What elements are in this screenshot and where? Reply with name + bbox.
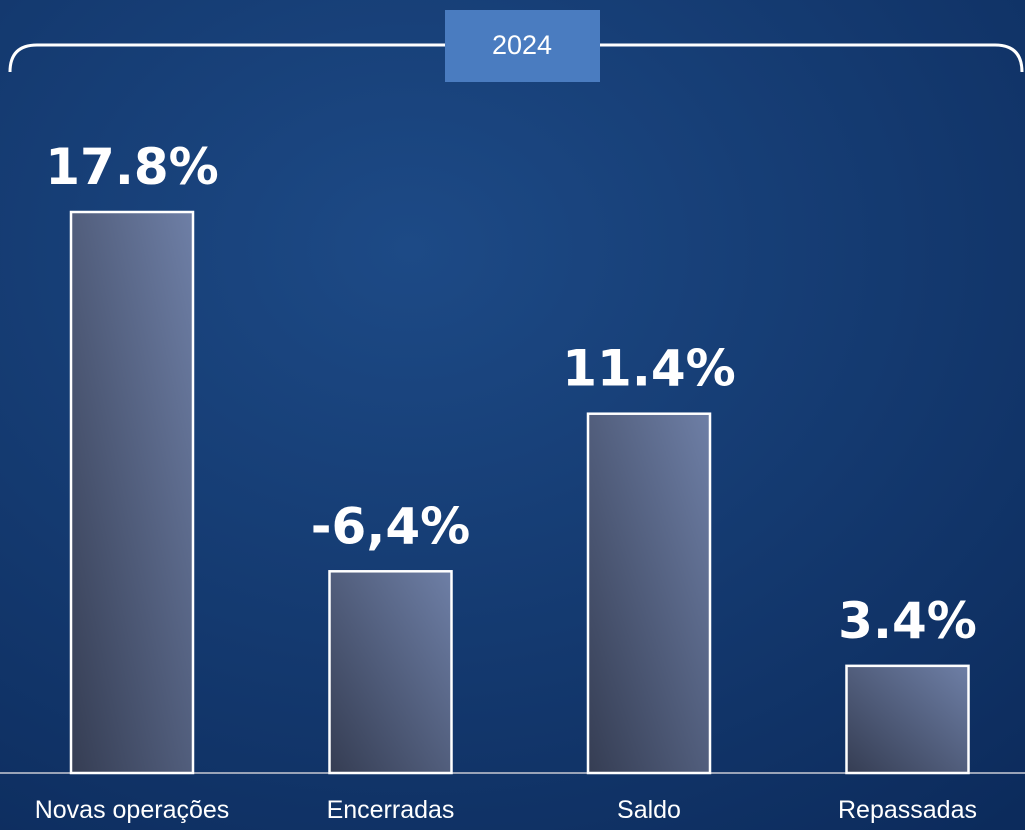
value-label: 11.4%	[562, 340, 735, 398]
bar	[588, 414, 710, 773]
bar	[330, 571, 452, 773]
bar	[847, 666, 969, 773]
x-tick-label: Saldo	[617, 796, 681, 824]
chart: 2024 17.8% Novas operações -6,4% Encerradas…	[0, 0, 1025, 830]
x-tick-label: Novas operações	[35, 796, 230, 824]
chart-title: 2024	[492, 30, 552, 60]
value-label: 17.8%	[45, 138, 218, 196]
value-label: -6,4%	[311, 497, 470, 555]
page: {"chart_data": {"type": "bar", "title": …	[0, 0, 1025, 830]
x-tick-label: Repassadas	[838, 796, 977, 824]
bar	[71, 212, 193, 773]
value-label: 3.4%	[838, 592, 977, 650]
x-tick-label: Encerradas	[327, 796, 455, 824]
